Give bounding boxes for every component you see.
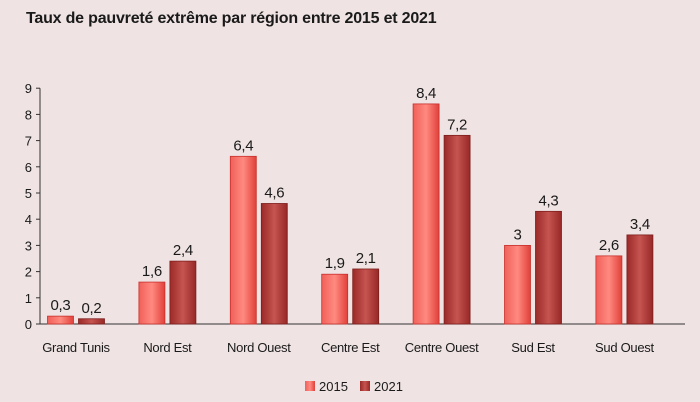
bar-2021 bbox=[626, 234, 654, 325]
data-label: 3 bbox=[513, 226, 521, 243]
legend-label: 2021 bbox=[374, 379, 403, 394]
data-label: 1,9 bbox=[325, 255, 345, 272]
bar-2021 bbox=[169, 260, 197, 325]
bar-2015 bbox=[595, 255, 623, 325]
x-category-label: Sud Ouest bbox=[595, 340, 654, 355]
data-label: 1,6 bbox=[142, 263, 162, 280]
x-category-label: Grand Tunis bbox=[42, 340, 110, 355]
x-category-label: Nord Est bbox=[143, 340, 192, 355]
y-tick-label: 4 bbox=[25, 212, 32, 227]
y-tick-label: 5 bbox=[25, 186, 32, 201]
chart-title: Taux de pauvreté extrême par région entr… bbox=[26, 10, 437, 27]
data-label: 6,4 bbox=[233, 137, 253, 154]
y-tick-label: 1 bbox=[25, 291, 32, 306]
data-label: 7,2 bbox=[447, 116, 467, 133]
bar-2021 bbox=[352, 268, 380, 325]
data-label: 4,3 bbox=[539, 192, 559, 209]
bar-2015 bbox=[229, 155, 257, 325]
x-category-label: Sud Est bbox=[511, 340, 555, 355]
y-tick-label: 7 bbox=[25, 134, 32, 149]
bar-2021 bbox=[443, 134, 471, 325]
legend-label: 2015 bbox=[319, 379, 348, 394]
data-label: 2,6 bbox=[599, 237, 619, 254]
y-tick-label: 8 bbox=[25, 107, 32, 122]
y-tick-label: 2 bbox=[25, 265, 32, 280]
bar-2021 bbox=[78, 318, 105, 325]
x-category-label: Centre Ouest bbox=[405, 340, 479, 355]
y-tick-label: 0 bbox=[25, 317, 32, 332]
y-tick-label: 3 bbox=[25, 238, 32, 253]
data-label: 4,6 bbox=[264, 184, 284, 201]
data-label: 0,2 bbox=[82, 300, 102, 317]
bar-2015 bbox=[138, 281, 166, 325]
x-category-label: Centre Est bbox=[321, 340, 380, 355]
data-label: 0,3 bbox=[51, 297, 71, 314]
bar-2015 bbox=[412, 103, 440, 325]
y-tick-label: 6 bbox=[25, 160, 32, 175]
data-label: 8,4 bbox=[416, 85, 436, 102]
legend-swatch-2021 bbox=[360, 381, 370, 391]
bar-2015 bbox=[504, 244, 531, 325]
x-category-label: Nord Ouest bbox=[227, 340, 291, 355]
data-label: 2,1 bbox=[356, 250, 376, 267]
data-label: 3,4 bbox=[630, 216, 650, 233]
bar-2015 bbox=[321, 273, 349, 325]
legend-swatch-2015 bbox=[305, 381, 315, 391]
y-tick-label: 9 bbox=[25, 81, 32, 96]
bar-2021 bbox=[535, 210, 562, 325]
bar-2021 bbox=[260, 203, 288, 325]
bar-2015 bbox=[47, 315, 74, 325]
data-label: 2,4 bbox=[173, 242, 193, 259]
